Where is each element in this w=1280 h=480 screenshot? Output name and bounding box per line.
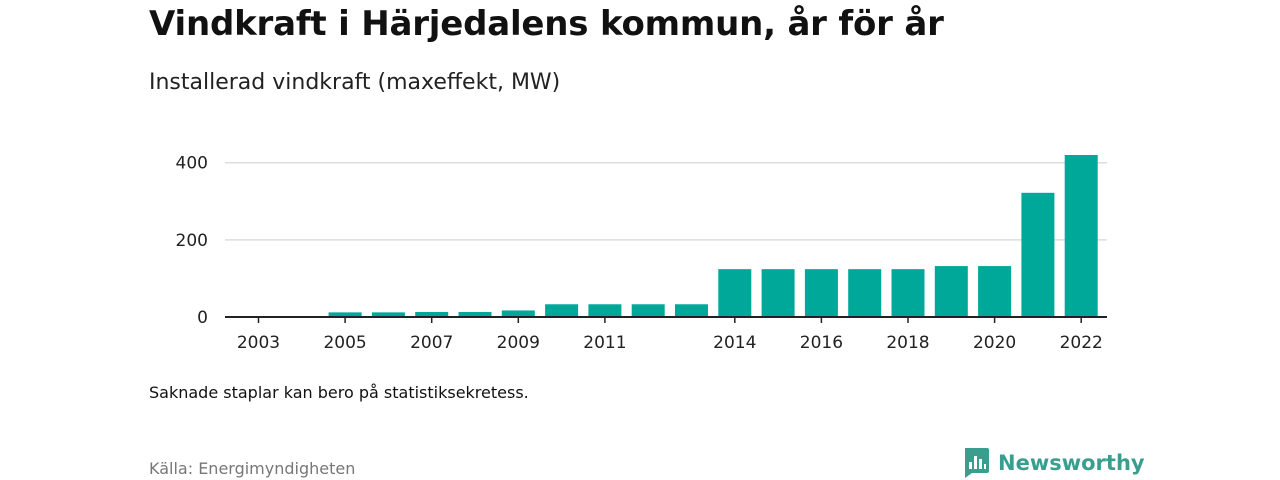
bar-2009 (501, 310, 535, 317)
bar-2006 (371, 312, 405, 317)
x-tick-label-2009: 2009 (497, 333, 540, 353)
bar-2013 (675, 304, 708, 317)
source-credit: Källa: Energimyndigheten (149, 459, 356, 478)
bar-2012 (631, 304, 665, 317)
newsworthy-logo-icon (965, 448, 989, 478)
x-tick-label-2022: 2022 (1060, 333, 1103, 353)
x-tick-label-2018: 2018 (886, 333, 929, 353)
bar-2015 (761, 269, 795, 317)
x-tick-label-2005: 2005 (323, 333, 366, 353)
bar-2018 (891, 269, 925, 317)
x-tick-label-2016: 2016 (800, 333, 843, 353)
bar-2008 (458, 311, 492, 317)
bar-2011 (588, 304, 622, 317)
chart-title: Vindkraft i Härjedalens kommun, år för å… (149, 4, 944, 44)
bar-2005 (328, 312, 362, 317)
bar-2017 (848, 269, 882, 317)
bar-2021 (1021, 192, 1055, 317)
footnote: Saknade staplar kan bero på statistiksek… (149, 383, 529, 402)
y-tick-label-200: 200 (176, 231, 208, 251)
bar-2010 (545, 304, 579, 317)
bar-2014 (718, 269, 752, 317)
bar-2007 (415, 311, 449, 317)
bar-2016 (804, 269, 838, 317)
bar-2022 (1064, 155, 1098, 317)
x-tick-label-2011: 2011 (583, 333, 626, 353)
brand-logo: Newsworthy (962, 447, 1145, 479)
bar-chart: 0 200 400 2003 2005 2007 2009 2011 2014 2016 2018 2… (176, 154, 1107, 353)
x-tick-label-2020: 2020 (973, 333, 1016, 353)
chart-subtitle: Installerad vindkraft (maxeffekt, MW) (149, 70, 561, 95)
brand-name: Newsworthy (998, 451, 1145, 475)
y-tick-label-0: 0 (197, 308, 208, 328)
bar-2020 (978, 266, 1012, 317)
x-tick-label-2014: 2014 (713, 333, 756, 353)
x-tick-label-2003: 2003 (237, 333, 280, 353)
y-tick-label-400: 400 (176, 154, 208, 174)
x-tick-label-2007: 2007 (410, 333, 453, 353)
bar-2019 (934, 266, 968, 317)
